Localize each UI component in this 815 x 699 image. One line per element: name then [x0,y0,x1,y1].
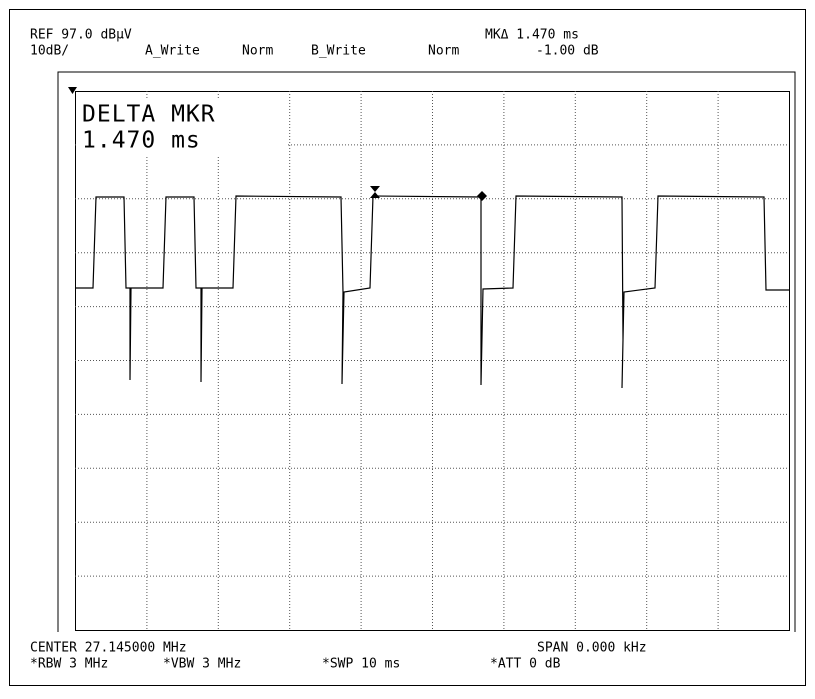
ref-marker [68,87,77,94]
marker-box [78,100,288,156]
trace-b: B_Write [311,44,366,59]
center-freq: CENTER 27.145000 MHz [30,641,187,656]
graticule [75,91,789,630]
frame [57,71,796,632]
marker-delta [477,191,487,201]
marker-time: MKΔ 1.470 ms [485,28,579,43]
marker-title: DELTA MKR [82,102,216,128]
vbw: *VBW 3 MHz [163,657,241,672]
rbw: *RBW 3 MHz [30,657,108,672]
trace [75,195,789,389]
ref-level: REF 97.0 dBµV [30,28,132,43]
sweep: *SWP 10 ms [322,657,400,672]
attenuation: *ATT 0 dB [490,657,561,672]
marker-value: 1.470 ms [82,128,201,154]
trace-a: A_Write [145,44,200,59]
scale: 10dB/ [30,44,69,59]
marker-level: -1.00 dB [536,44,599,59]
trace-a-mode: Norm [242,44,273,59]
trace-b-mode: Norm [428,44,459,59]
marker-ref [370,186,380,198]
span: SPAN 0.000 kHz [537,641,647,656]
